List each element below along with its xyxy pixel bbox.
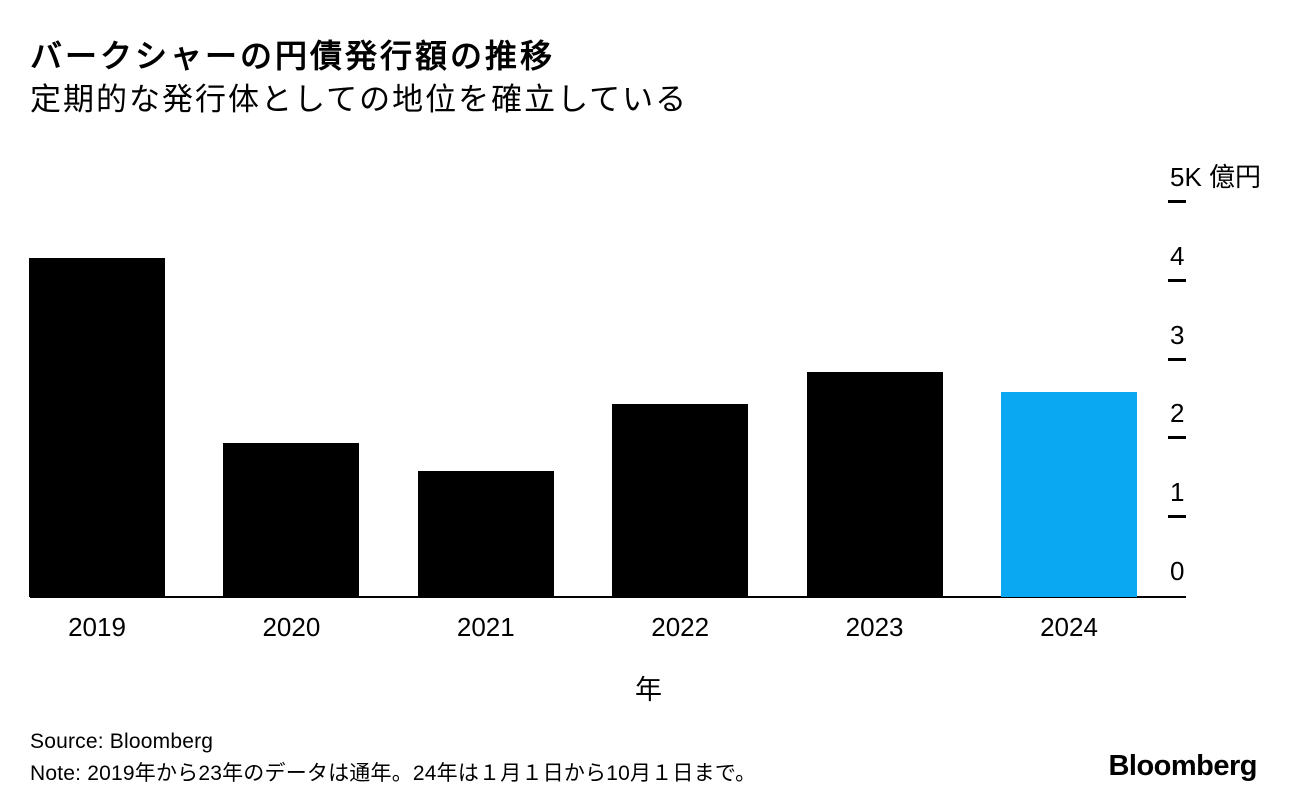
bar-2019 [29, 258, 165, 597]
x-tick-label-2021: 2021 [456, 612, 515, 642]
x-tick-label-2019: 2019 [68, 612, 126, 642]
x-tick-label-2023: 2023 [845, 612, 904, 642]
y-axis-tick-2 [1168, 436, 1186, 440]
source-text: Source: Bloomberg [30, 730, 214, 753]
x-tick-label-2020: 2020 [262, 612, 321, 642]
y-axis-tick-4 [1168, 278, 1186, 282]
x-axis-title: 年 [635, 675, 663, 705]
chart-title: バークシャーの円債発行額の推移 [30, 38, 556, 74]
y-axis-label-4: 4 [1170, 240, 1185, 271]
x-tick-label-2024: 2024 [1040, 612, 1098, 642]
bar-2021 [417, 471, 554, 597]
bar-2020 [223, 443, 360, 597]
x-axis-line [30, 596, 1186, 598]
chart-subtitle: 定期的な発行体としての地位を確立している [30, 82, 689, 117]
y-axis-tick-1 [1168, 515, 1186, 519]
y-axis-label-0: 0 [1170, 556, 1185, 586]
note-text: Note: 2019年から23年のデータは通年。24年は１月１日から10月１日ま… [30, 762, 757, 785]
y-axis-label-3: 3 [1170, 319, 1185, 350]
bar-2024 [1001, 392, 1137, 597]
y-axis-label-5: 5K 億円 [1170, 162, 1262, 192]
bar-2022 [612, 404, 749, 597]
x-tick-label-2022: 2022 [651, 612, 710, 642]
y-axis-label-2: 2 [1170, 398, 1185, 429]
bar-2023 [806, 372, 943, 597]
y-axis-tick-5 [1168, 200, 1186, 203]
bloomberg-logo: Bloomberg [1108, 750, 1257, 782]
y-axis-tick-3 [1168, 357, 1186, 361]
y-axis-label-1: 1 [1170, 477, 1185, 508]
